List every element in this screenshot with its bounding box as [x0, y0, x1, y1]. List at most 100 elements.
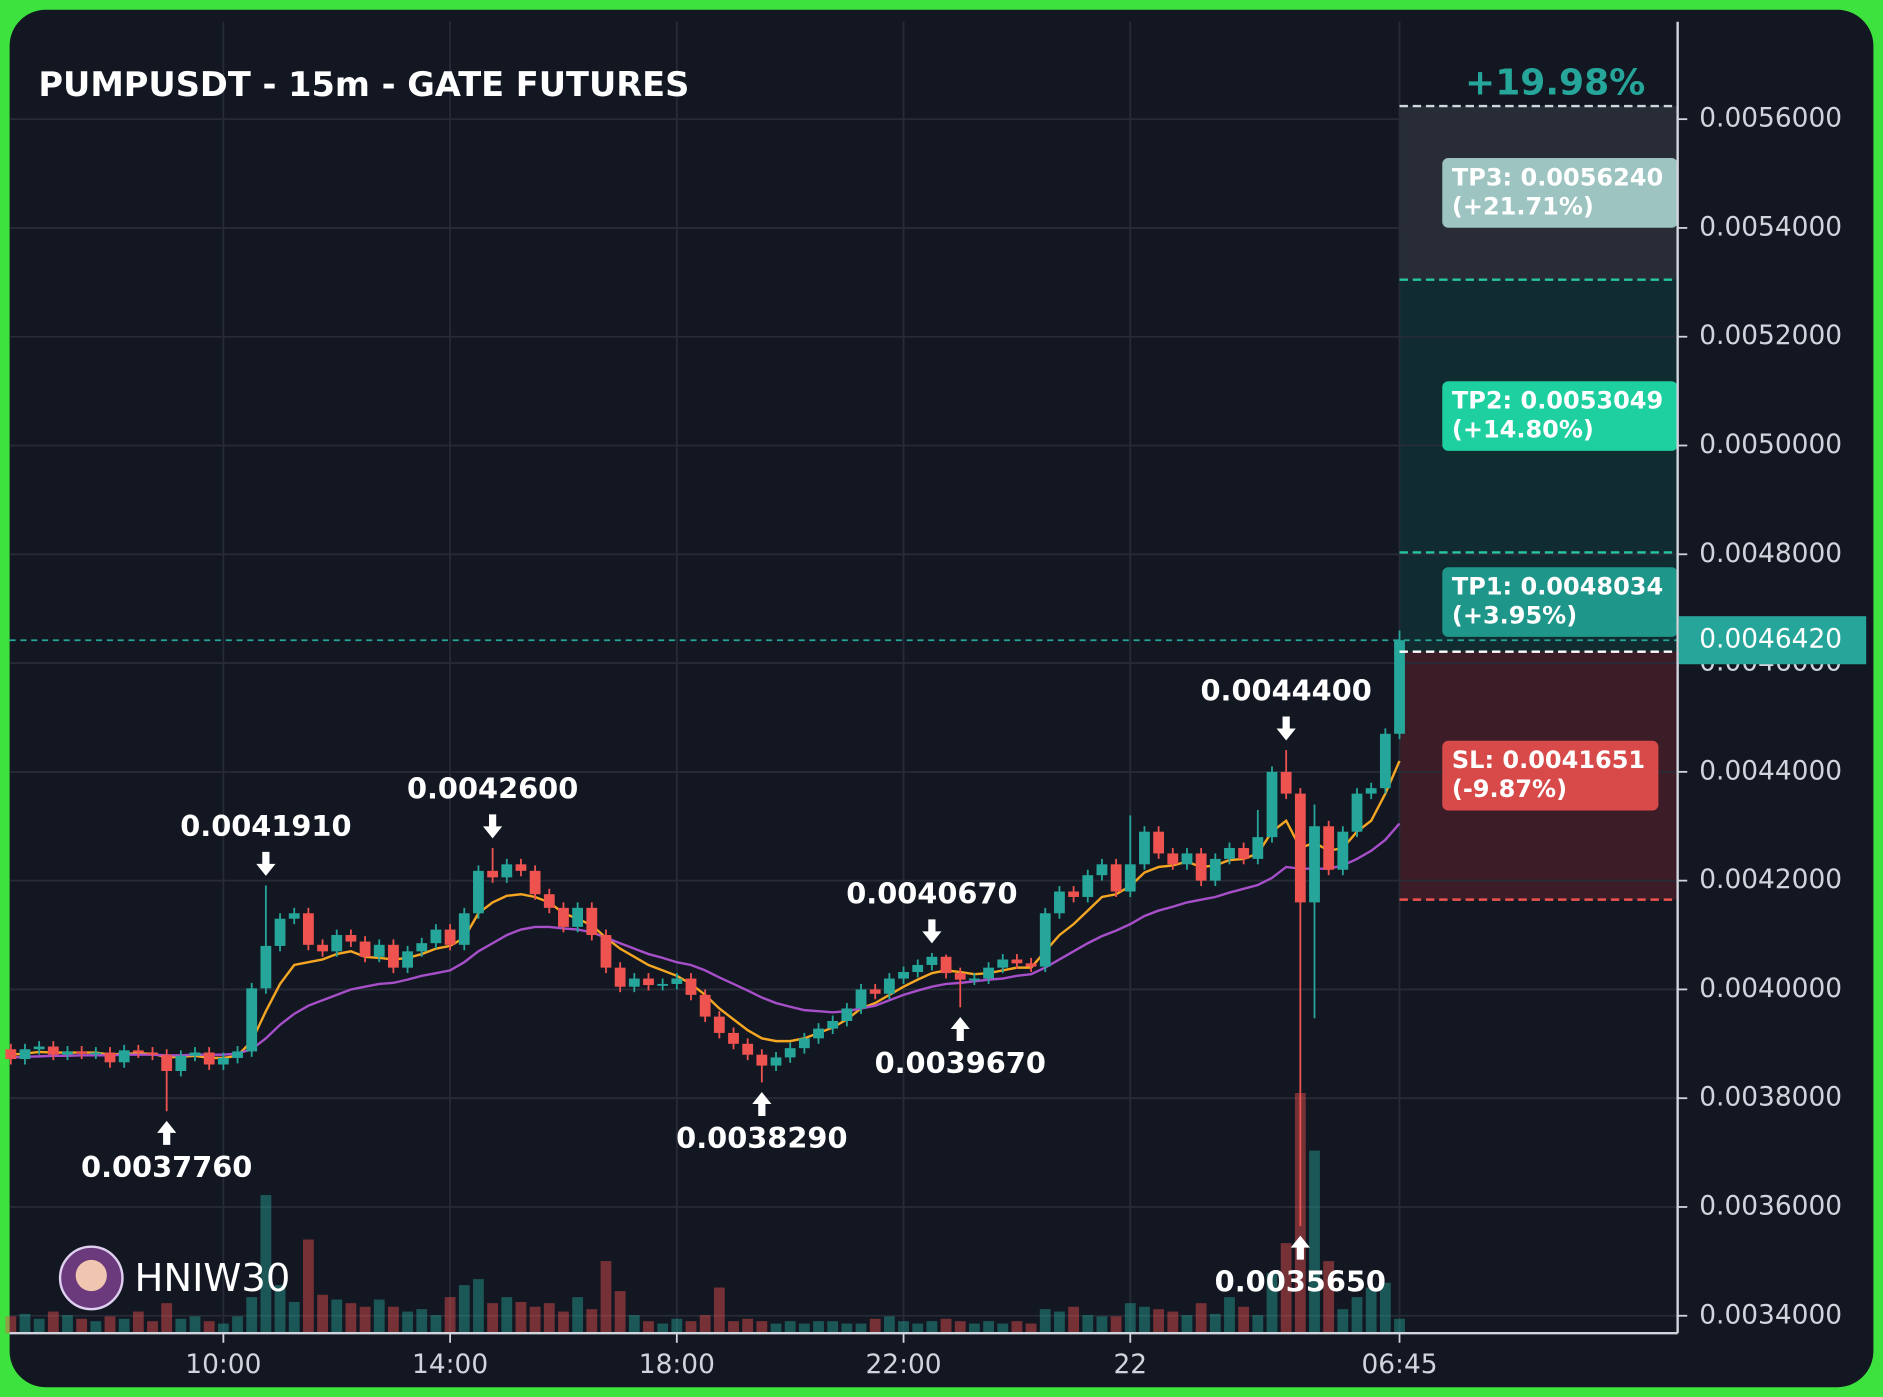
volume-bar — [288, 1301, 300, 1334]
annotation-arrow — [256, 851, 276, 876]
candle-body — [898, 972, 909, 979]
candle-body — [402, 951, 413, 968]
volume-bar — [558, 1311, 569, 1334]
volume-bar — [713, 1287, 725, 1334]
volume-bar — [784, 1321, 796, 1334]
candle-body — [90, 1052, 102, 1055]
candle-body — [1266, 771, 1278, 838]
y-tick-label: 0.0048000 — [1699, 538, 1842, 569]
volume-bar — [47, 1311, 59, 1334]
volume-bar — [756, 1321, 768, 1334]
volume-bar — [742, 1318, 754, 1334]
candle-body — [217, 1057, 229, 1065]
candle-body — [118, 1050, 130, 1063]
volume-bar — [274, 1285, 286, 1334]
candle-body — [47, 1046, 59, 1055]
volume-bar — [1379, 1282, 1391, 1334]
volume-bar — [118, 1318, 130, 1334]
candle-body — [1379, 733, 1391, 789]
candle-body — [742, 1043, 754, 1055]
candle-body — [1054, 891, 1065, 914]
candle-body — [1153, 831, 1165, 854]
annotation-label: 0.0038290 — [676, 1121, 847, 1155]
volume-bar — [1266, 1273, 1278, 1334]
volume-bar — [912, 1323, 924, 1334]
volume-bar — [430, 1315, 442, 1334]
candle-body — [331, 935, 343, 952]
candle-body — [487, 870, 499, 878]
candle-body — [671, 978, 683, 984]
last-price-tag — [1678, 616, 1867, 665]
volume-bar — [855, 1323, 867, 1334]
level-change: (+14.80%) — [1452, 415, 1594, 443]
volume-bar — [501, 1297, 513, 1334]
candle-body — [713, 1016, 725, 1033]
candle-body — [614, 967, 626, 987]
level-box — [1442, 158, 1678, 228]
candle-body — [1110, 864, 1122, 892]
annotation-arrow — [752, 1092, 772, 1117]
candle-body — [473, 870, 484, 914]
candle-body — [572, 907, 584, 927]
volume-bar — [685, 1321, 697, 1334]
annotation-label: 0.0037760 — [81, 1150, 252, 1184]
y-tick-label: 0.0038000 — [1699, 1082, 1842, 1113]
annotation-label: 0.0040670 — [846, 876, 1017, 910]
candle-body — [770, 1057, 782, 1066]
candle-body — [274, 918, 286, 946]
volume-bar — [813, 1321, 824, 1334]
x-tick-label: 18:00 — [639, 1349, 715, 1380]
candle-body — [1252, 837, 1264, 859]
candle-body — [161, 1054, 173, 1072]
candle-body — [1195, 853, 1207, 881]
candle-body — [373, 944, 385, 957]
annotation-arrow — [1290, 1235, 1310, 1260]
candle-body — [643, 978, 654, 986]
volume-bar — [1025, 1323, 1037, 1334]
candle-body — [969, 978, 980, 981]
candle-body — [444, 929, 456, 945]
volume-bar — [1365, 1287, 1377, 1334]
volume-bar — [132, 1311, 144, 1334]
volume-bar — [954, 1321, 966, 1334]
y-tick-label: 0.0042000 — [1699, 864, 1842, 895]
candle-body — [1394, 640, 1405, 734]
candle-body — [586, 907, 598, 936]
volume-bar — [1252, 1315, 1264, 1334]
candle-body — [1139, 831, 1150, 865]
candle-body — [926, 956, 938, 965]
level-label: TP3: 0.0056240 — [1452, 163, 1663, 191]
level-box — [1442, 381, 1678, 451]
candle-body — [1280, 771, 1292, 794]
volume-bar — [1309, 1150, 1320, 1334]
volume-bar — [345, 1303, 357, 1334]
candle-body — [813, 1028, 824, 1039]
candle-body — [784, 1048, 796, 1058]
candle-body — [543, 894, 555, 908]
candle-body — [416, 943, 428, 952]
annotation-arrow — [922, 919, 942, 944]
candle-body — [359, 941, 371, 957]
volume-bar — [983, 1321, 994, 1334]
volume-bar — [1337, 1309, 1349, 1334]
candle-body — [1096, 864, 1108, 876]
volume-bar — [798, 1323, 810, 1334]
volume-bar — [33, 1318, 45, 1334]
candle-body — [345, 935, 357, 942]
volume-bar — [869, 1318, 881, 1334]
candle-body — [515, 864, 527, 871]
candle-body — [388, 944, 399, 968]
candle-body — [1309, 826, 1320, 903]
annotation-label: 0.0044400 — [1200, 673, 1371, 707]
volume-bar — [5, 1316, 17, 1334]
candle-body — [260, 945, 272, 989]
annotation-arrow — [950, 1016, 970, 1041]
volume-bar — [104, 1316, 116, 1334]
candle-body — [912, 964, 924, 973]
volume-bar — [926, 1321, 938, 1334]
level-change: (+21.71%) — [1452, 192, 1594, 220]
y-tick-label: 0.0036000 — [1699, 1190, 1842, 1221]
volume-bar — [373, 1299, 385, 1334]
volume-bar — [671, 1318, 683, 1334]
volume-bar — [1209, 1313, 1221, 1334]
